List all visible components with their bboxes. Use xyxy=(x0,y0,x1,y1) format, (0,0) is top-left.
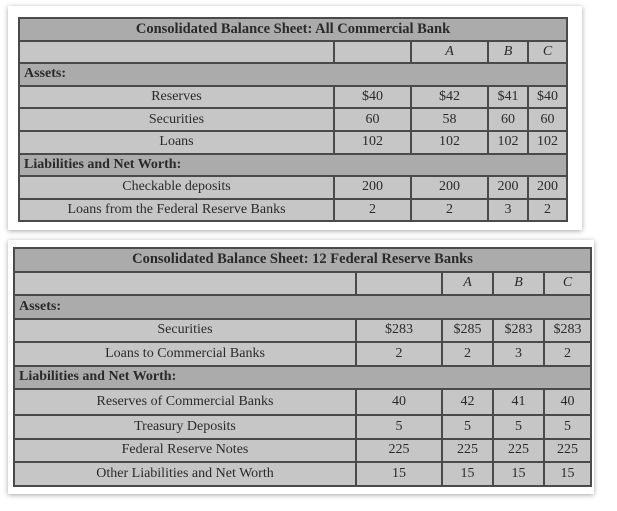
table-row: Federal Reserve Notes 225 225 225 225 xyxy=(13,437,592,463)
table-title: Consolidated Balance Sheet: 12 Federal R… xyxy=(13,247,592,273)
value-cell: $283 xyxy=(543,317,592,343)
value-cell: 3 xyxy=(487,197,529,223)
value-cell: 60 xyxy=(333,107,412,132)
value-cell: 42 xyxy=(441,388,494,416)
table-row: Loans from the Federal Reserve Banks 2 2 3 2 xyxy=(18,197,569,223)
row-label: Securities xyxy=(13,317,357,343)
value-cell: $283 xyxy=(492,317,545,343)
section-heading: Assets: xyxy=(17,62,569,87)
section-row: Assets: xyxy=(17,62,569,87)
column-header xyxy=(18,39,335,65)
table-row: Securities 60 58 60 60 xyxy=(18,107,569,132)
row-label: Treasury Deposits xyxy=(13,414,357,440)
row-label: Checkable deposits xyxy=(18,175,335,200)
section-row: Liabilities and Net Worth: xyxy=(13,364,592,390)
value-cell: 200 xyxy=(526,175,569,200)
value-cell: 5 xyxy=(492,414,545,440)
federal-reserve-panel: Consolidated Balance Sheet: 12 Federal R… xyxy=(8,240,594,494)
value-cell: 40 xyxy=(355,388,443,416)
value-cell: 225 xyxy=(492,437,545,463)
value-cell: $40 xyxy=(526,84,569,110)
value-cell: $40 xyxy=(333,84,412,110)
section-row: Liabilities and Net Worth: xyxy=(17,152,569,178)
value-cell: 15 xyxy=(543,461,592,487)
row-label: Securities xyxy=(18,107,335,132)
section-heading: Liabilities and Net Worth: xyxy=(17,152,569,178)
value-cell: 225 xyxy=(355,437,443,463)
commercial-banks-panel: Consolidated Balance Sheet: All Commerci… xyxy=(8,6,582,230)
value-cell: 2 xyxy=(526,197,569,223)
value-cell: $42 xyxy=(410,84,489,110)
table-row: Other Liabilities and Net Worth 15 15 15 15 xyxy=(13,461,592,487)
commercial-banks-balance-sheet: Consolidated Balance Sheet: All Commerci… xyxy=(17,17,569,223)
row-label: Reserves of Commercial Banks xyxy=(13,388,357,416)
column-header xyxy=(333,39,412,65)
table-title: Consolidated Balance Sheet: All Commerci… xyxy=(17,17,569,42)
column-header: B xyxy=(492,270,545,296)
value-cell: 225 xyxy=(543,437,592,463)
value-cell: 3 xyxy=(492,341,545,367)
table-row: Securities $283 $285 $283 $283 xyxy=(13,317,592,343)
row-label: Federal Reserve Notes xyxy=(13,437,357,463)
section-row: Assets: xyxy=(13,294,592,320)
value-cell: 15 xyxy=(441,461,494,487)
row-label: Reserves xyxy=(18,84,335,110)
value-cell: 41 xyxy=(492,388,545,416)
value-cell: 2 xyxy=(543,341,592,367)
value-cell: 2 xyxy=(410,197,489,223)
value-cell: 2 xyxy=(333,197,412,223)
table-row: Reserves $40 $42 $41 $40 xyxy=(18,84,569,110)
row-label: Loans from the Federal Reserve Banks xyxy=(18,197,335,223)
value-cell: 60 xyxy=(487,107,529,132)
value-cell: 200 xyxy=(333,175,412,200)
value-cell: 2 xyxy=(441,341,494,367)
value-cell: 60 xyxy=(526,107,569,132)
row-label: Loans to Commercial Banks xyxy=(13,341,357,367)
value-cell: $41 xyxy=(487,84,529,110)
section-heading: Assets: xyxy=(13,294,592,320)
value-cell: 5 xyxy=(441,414,494,440)
value-cell: 5 xyxy=(543,414,592,440)
value-cell: $283 xyxy=(355,317,443,343)
value-cell: 102 xyxy=(333,129,412,155)
value-cell: 58 xyxy=(410,107,489,132)
value-cell: $285 xyxy=(441,317,494,343)
value-cell: 102 xyxy=(410,129,489,155)
value-cell: 5 xyxy=(355,414,443,440)
row-label: Loans xyxy=(18,129,335,155)
value-cell: 15 xyxy=(492,461,545,487)
column-header: A xyxy=(441,270,494,296)
table-row: Treasury Deposits 5 5 5 5 xyxy=(13,414,592,440)
column-header xyxy=(355,270,443,296)
federal-reserve-balance-sheet: Consolidated Balance Sheet: 12 Federal R… xyxy=(13,247,592,487)
column-header: C xyxy=(526,39,569,65)
title-row: Consolidated Balance Sheet: 12 Federal R… xyxy=(13,247,592,273)
value-cell: 102 xyxy=(487,129,529,155)
column-header: A xyxy=(410,39,489,65)
value-cell: 102 xyxy=(526,129,569,155)
title-row: Consolidated Balance Sheet: All Commerci… xyxy=(17,17,569,42)
column-header xyxy=(13,270,357,296)
value-cell: 40 xyxy=(543,388,592,416)
value-cell: 200 xyxy=(487,175,529,200)
value-cell: 15 xyxy=(355,461,443,487)
table-row: Checkable deposits 200 200 200 200 xyxy=(18,175,569,200)
column-header: C xyxy=(543,270,592,296)
table-row: Reserves of Commercial Banks 40 42 41 40 xyxy=(13,388,592,416)
row-label: Other Liabilities and Net Worth xyxy=(13,461,357,487)
value-cell: 200 xyxy=(410,175,489,200)
table-row: Loans to Commercial Banks 2 2 3 2 xyxy=(13,341,592,367)
table-row: Loans 102 102 102 102 xyxy=(18,129,569,155)
column-header: B xyxy=(487,39,529,65)
value-cell: 2 xyxy=(355,341,443,367)
section-heading: Liabilities and Net Worth: xyxy=(13,364,592,390)
value-cell: 225 xyxy=(441,437,494,463)
